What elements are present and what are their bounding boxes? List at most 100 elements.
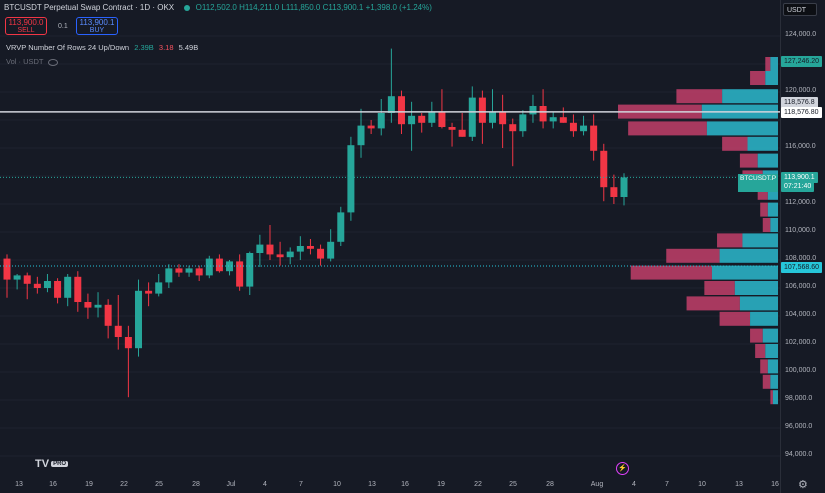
volume-profile-bar-down bbox=[760, 359, 768, 374]
ohlc-change: +1,398.0 (+1.24%) bbox=[365, 3, 432, 12]
volume-profile-bar-down bbox=[760, 202, 768, 217]
price-tick-label: 120,000.0 bbox=[785, 87, 817, 94]
sell-price: 113,900.0 bbox=[8, 18, 44, 27]
candle-body bbox=[155, 282, 163, 294]
time-tick-label: 7 bbox=[299, 481, 303, 488]
volume-profile-bar-up bbox=[719, 248, 778, 263]
candle-body bbox=[529, 106, 537, 115]
time-tick-label: 10 bbox=[698, 481, 706, 488]
volume-profile-bar-down bbox=[686, 296, 740, 311]
buy-button[interactable]: 113,900.1 BUY bbox=[76, 17, 118, 35]
candle-body bbox=[276, 254, 284, 258]
price-tick-label: 108,000.0 bbox=[785, 255, 817, 262]
volume-profile-bar-down bbox=[666, 248, 720, 263]
volume-label: Vol · USDT bbox=[6, 57, 44, 66]
volume-profile-bar-up bbox=[739, 296, 778, 311]
vrvp-total-value: 5.49B bbox=[178, 43, 199, 52]
volume-profile-bar-up bbox=[750, 311, 778, 326]
volume-profile-bar-down bbox=[722, 136, 748, 151]
candle-body bbox=[175, 268, 183, 273]
candle-body bbox=[448, 127, 456, 130]
volume-profile-bar-up bbox=[747, 136, 778, 151]
candle-body bbox=[468, 97, 476, 137]
vrvp-legend[interactable]: VRVP Number Of Rows 24 Up/Down 2.39B 3.1… bbox=[6, 43, 198, 52]
volume-profile-bar-down bbox=[704, 281, 735, 295]
price-axis-label: 127,246.20 bbox=[781, 56, 823, 67]
lightning-icon[interactable]: ⚡ bbox=[616, 462, 629, 475]
time-tick-label: 25 bbox=[155, 481, 163, 488]
volume-profile-bar-down bbox=[717, 233, 743, 248]
tradingview-logo[interactable]: TV PRO bbox=[35, 458, 69, 470]
price-tick-label: 94,000.0 bbox=[785, 451, 813, 458]
price-axis-label: 118,576.8 bbox=[781, 97, 818, 108]
volume-profile-bar-up bbox=[742, 233, 778, 248]
candle-body bbox=[489, 111, 497, 123]
candle-body bbox=[23, 275, 31, 284]
candle-body bbox=[54, 281, 62, 298]
time-tick-label: 19 bbox=[437, 481, 445, 488]
price-axis-label: 118,576.80 bbox=[781, 107, 822, 118]
price-tick-label: 96,000.0 bbox=[785, 423, 813, 430]
price-tick-label: 110,000.0 bbox=[785, 227, 816, 234]
symbol-price-tag: BTCUSDT.P bbox=[738, 174, 778, 192]
candle-body bbox=[438, 111, 446, 127]
ohlc-close: C113,900.1 bbox=[322, 3, 364, 12]
candle-body bbox=[84, 302, 92, 308]
eye-icon[interactable] bbox=[48, 58, 59, 66]
vrvp-label: VRVP Number Of Rows 24 Up/Down bbox=[6, 43, 130, 52]
volume-profile-bar-down bbox=[630, 265, 712, 280]
price-axis[interactable]: 124,000.0 120,000.0 116,000.0 112,000.0 110,… bbox=[780, 0, 825, 493]
candle-body bbox=[610, 187, 618, 197]
volume-profile-bar-up bbox=[762, 328, 778, 343]
candle-body bbox=[590, 125, 598, 151]
candle-body bbox=[246, 253, 254, 287]
candle-body bbox=[397, 96, 405, 125]
time-tick-label: 19 bbox=[85, 481, 93, 488]
pro-badge: PRO bbox=[51, 461, 69, 468]
volume-profile-bar-up bbox=[711, 265, 778, 280]
time-tick-label: 16 bbox=[771, 481, 779, 488]
price-tick-label: 124,000.0 bbox=[785, 31, 817, 38]
candle-body bbox=[478, 97, 486, 123]
candle-body bbox=[357, 125, 365, 146]
volume-profile-bar-down bbox=[676, 89, 723, 104]
candle-body bbox=[408, 115, 416, 125]
time-tick-label: 10 bbox=[333, 481, 341, 488]
candle-body bbox=[134, 290, 142, 349]
candle-body bbox=[165, 268, 173, 283]
volume-profile-bar-down bbox=[757, 185, 768, 200]
time-tick-label: 28 bbox=[192, 481, 200, 488]
candle-body bbox=[266, 244, 274, 255]
candle-body bbox=[256, 244, 264, 253]
volume-profile-bar-down bbox=[719, 311, 751, 326]
volume-legend[interactable]: Vol · USDT bbox=[6, 57, 59, 66]
volume-profile-bar-up bbox=[757, 153, 778, 168]
candle-body bbox=[64, 276, 72, 298]
candle-body bbox=[226, 261, 234, 272]
sell-button[interactable]: 113,900.0 SELL bbox=[5, 17, 47, 35]
candle-body bbox=[428, 111, 436, 123]
ohlc-low: L111,850.0 bbox=[281, 3, 321, 12]
candle-body bbox=[317, 248, 325, 259]
price-axis-label: 107,568.60 bbox=[781, 262, 823, 273]
price-tick-label: 116,000.0 bbox=[785, 143, 816, 150]
price-chart[interactable] bbox=[0, 0, 780, 475]
time-tick-label: 22 bbox=[120, 481, 128, 488]
candle-body bbox=[94, 304, 102, 308]
volume-profile-bar-down bbox=[765, 57, 771, 71]
candle-body bbox=[296, 246, 304, 252]
candle-body bbox=[337, 212, 345, 242]
volume-profile-bar-up bbox=[767, 202, 778, 217]
candle-body bbox=[236, 261, 244, 287]
gear-icon[interactable]: ⚙ bbox=[798, 479, 808, 491]
volume-profile-bar-down bbox=[750, 71, 766, 85]
symbol-title[interactable]: BTCUSDT Perpetual Swap Contract · 1D · O… bbox=[4, 3, 175, 12]
currency-selector[interactable]: USDT bbox=[783, 3, 817, 16]
candle-body bbox=[195, 268, 203, 276]
candle-body bbox=[205, 258, 213, 276]
ohlc-high: H114,211.0 bbox=[239, 3, 280, 12]
candle-body bbox=[600, 150, 608, 188]
candle-body bbox=[215, 258, 223, 272]
time-tick-label: 13 bbox=[368, 481, 376, 488]
time-tick-label: 4 bbox=[632, 481, 636, 488]
